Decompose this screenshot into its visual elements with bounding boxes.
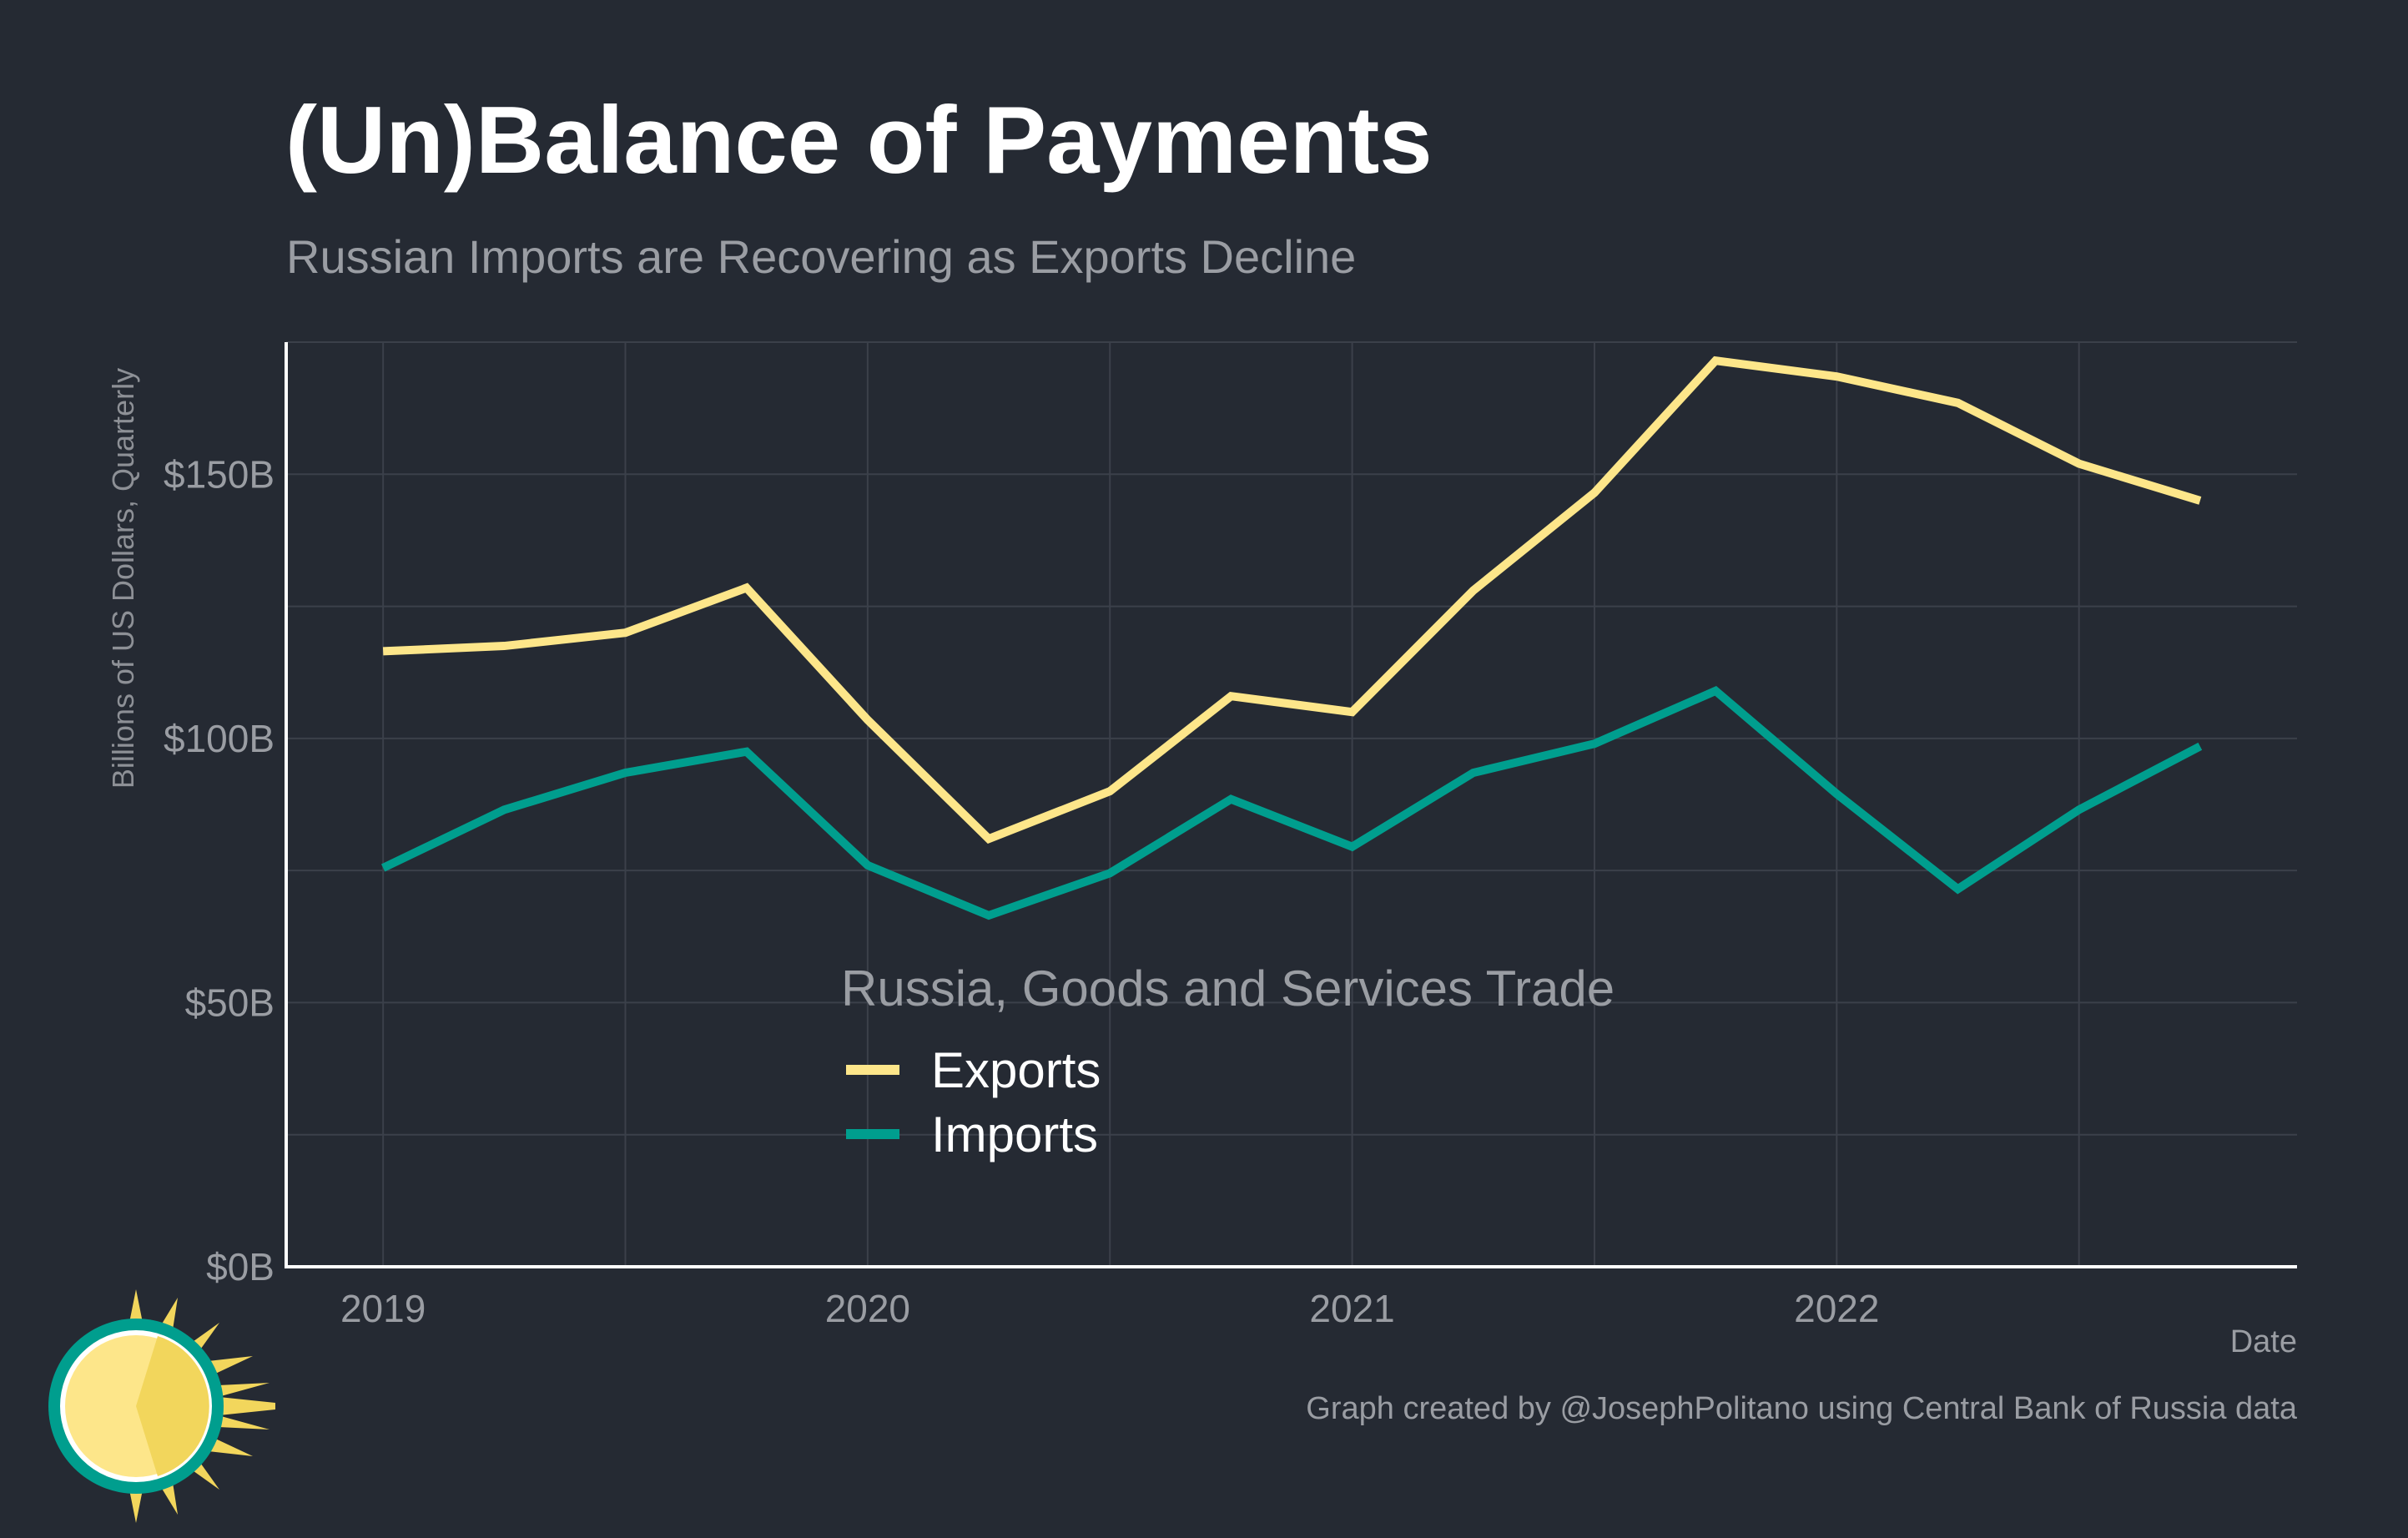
- x-tick-label: 2019: [340, 1287, 426, 1330]
- y-tick-label: $50B: [185, 981, 275, 1024]
- source-caption: Graph created by @JosephPolitano using C…: [1306, 1391, 2297, 1426]
- grid-lines: [286, 341, 2297, 1267]
- y-tick-label: $150B: [164, 452, 275, 496]
- chart-subtitle: Russian Imports are Recovering as Export…: [286, 230, 1357, 283]
- x-axis-label: Date: [2229, 1324, 2297, 1359]
- series-lines: [380, 356, 2203, 920]
- sun-logo-icon: [48, 1289, 275, 1523]
- y-tick-label: $100B: [164, 717, 275, 760]
- legend-title: Russia, Goods and Services Trade: [841, 961, 1615, 1016]
- legend: Russia, Goods and Services Trade Exports I…: [841, 961, 1615, 1162]
- axes: [285, 342, 2297, 1268]
- y-tick-label: $0B: [206, 1245, 275, 1288]
- x-tick-label: 2022: [1794, 1287, 1879, 1330]
- chart-title: (Un)Balance of Payments: [285, 88, 1433, 194]
- x-tick-label: 2021: [1309, 1287, 1394, 1330]
- legend-label-exports: Exports: [931, 1042, 1101, 1098]
- y-axis-label: Billions of US Dollars, Quarterly: [106, 367, 140, 789]
- legend-label-imports: Imports: [931, 1107, 1098, 1162]
- tick-labels: $0B $50B $100B $150B 2019 2020 2021 2022: [164, 452, 1880, 1330]
- x-tick-label: 2020: [825, 1287, 910, 1330]
- series-line-imports: [380, 686, 2203, 920]
- series-line-exports: [382, 356, 2202, 844]
